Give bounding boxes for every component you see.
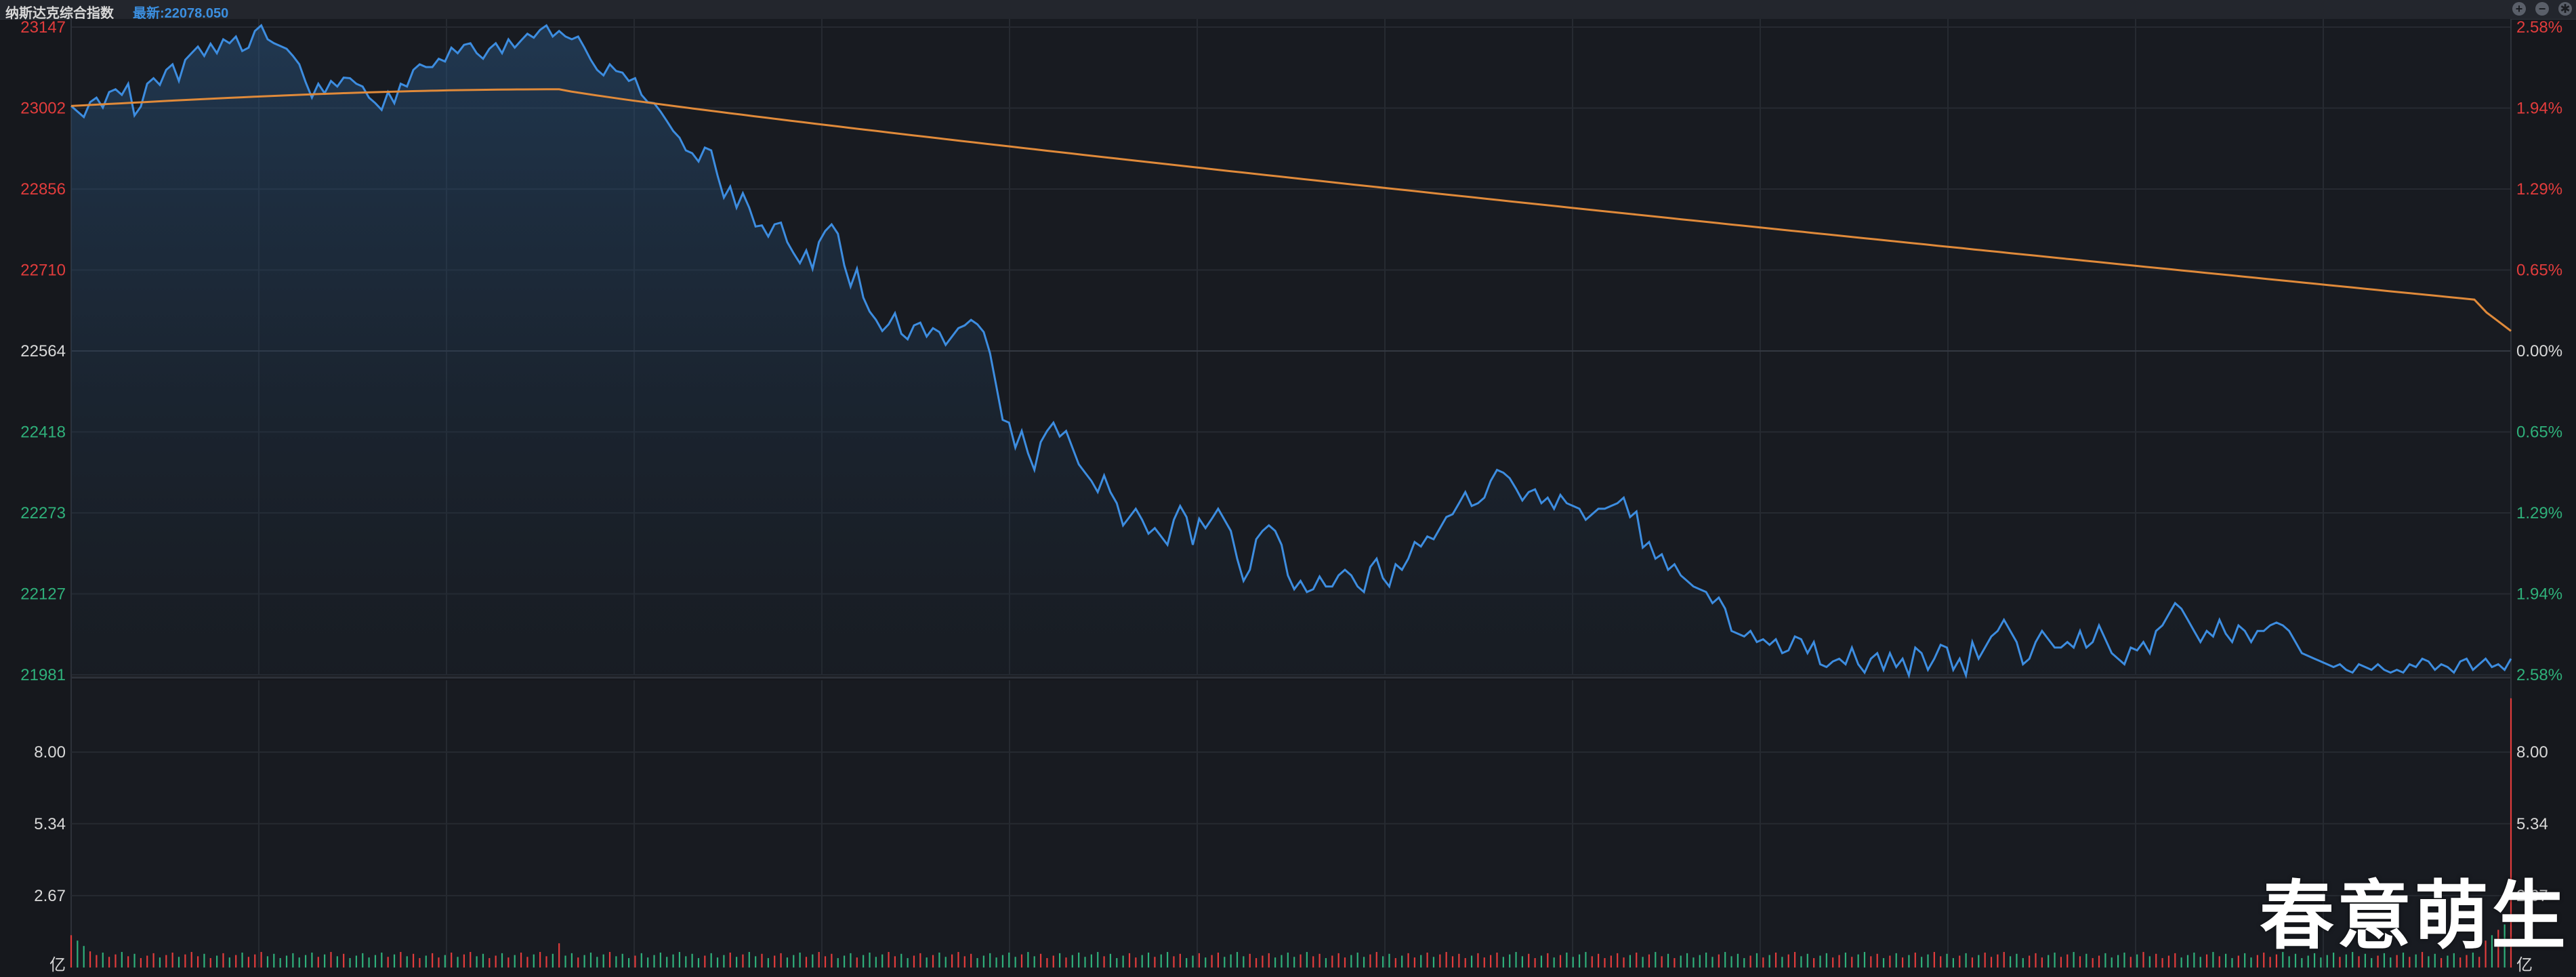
y-tick-right: 1.94% [2516,100,2562,118]
y-tick-left: 22418 [20,423,66,442]
y-tick-left: 22273 [20,504,66,522]
y-tick-right: 1.29% [2516,504,2562,522]
y-tick-left: 23002 [20,100,66,118]
index-title: 纳斯达克综合指数 [5,6,114,21]
y-tick-left: 21981 [20,666,66,684]
y-tick-right: 1.94% [2516,585,2562,604]
volume-unit-right: 亿 [2516,956,2533,974]
volume-unit-left: 亿 [49,956,66,974]
avg-line [70,88,2512,332]
gear-icon[interactable]: ✱ [2558,2,2572,16]
y-tick-right: 1.29% [2516,180,2562,199]
plus-icon[interactable]: + [2512,2,2526,16]
price-area [71,25,2511,675]
minus-icon[interactable]: − [2535,2,2549,16]
y-tick-right: 0.65% [2516,262,2562,280]
volume-tick-right: 2.67 [2516,887,2548,905]
price-line [70,24,2512,680]
volume-tick-right: 5.34 [2516,815,2548,833]
y-tick-left: 22127 [20,585,66,604]
y-tick-left: 22564 [20,342,66,360]
y-tick-left: 22710 [20,262,66,280]
y-tick-right: 0.65% [2516,423,2562,442]
y-tick-left: 22856 [20,180,66,199]
y-tick-right: 2.58% [2516,666,2562,684]
volume-tick-right: 8.00 [2516,743,2548,762]
y-tick-right: 2.58% [2516,18,2562,37]
y-tick-right: 0.00% [2516,342,2562,360]
watermark-text: 春意萌生 [2260,873,2569,959]
volume-tick-left: 8.00 [34,743,66,762]
toolbar: + − ✱ [2512,2,2572,16]
y-tick-left: 23147 [20,18,66,37]
latest-price: 最新:22078.050 [133,6,229,21]
volume-tick-left: 5.34 [34,815,66,833]
volume-tick-left: 2.67 [34,887,66,905]
